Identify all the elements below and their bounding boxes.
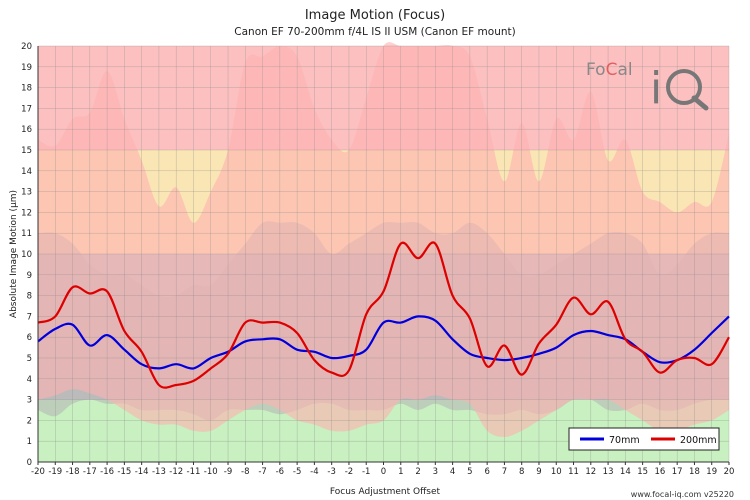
y-tick-label: 12	[21, 208, 32, 218]
logo-q-ring	[666, 69, 702, 105]
x-tick-label: 13	[603, 467, 614, 477]
x-tick-label: -7	[258, 467, 266, 477]
x-tick-label: 19	[706, 467, 717, 477]
y-tick-label: 15	[21, 146, 32, 156]
y-tick-label: 14	[21, 167, 32, 177]
x-tick-label: 10	[551, 467, 562, 477]
logo-q-tail	[691, 95, 709, 111]
footer-credit: www.focal-iq.com v25220	[631, 490, 734, 499]
y-tick-label: 18	[21, 84, 32, 94]
y-tick-label: 4	[27, 375, 32, 385]
x-tick-label: -1	[362, 467, 370, 477]
chart-subtitle: Canon EF 70-200mm f/4L IS II USM (Canon …	[234, 26, 515, 38]
x-tick-label: 1	[398, 467, 403, 477]
axes: -20 -19 -18 -17 -16 -15 -14 -13 -12 -11 -10 -9 -8 -7-…	[21, 42, 734, 477]
y-tick-label: 1	[27, 437, 32, 447]
x-tick-label: -19	[48, 467, 62, 477]
x-tick-label: -2	[345, 467, 353, 477]
x-axis-label: Focus Adjustment Offset	[330, 487, 441, 497]
legend-box	[568, 427, 720, 451]
x-tick-label: -10	[204, 467, 218, 477]
y-tick-label: 5	[27, 354, 32, 364]
y-tick-label: 10	[21, 250, 32, 260]
x-tick-label: 2	[415, 467, 420, 477]
x-tick-label: 18	[689, 467, 700, 477]
focal-iq-logo: FoCal i	[586, 60, 709, 114]
x-tick-label: -18	[66, 467, 80, 477]
legend-label-200mm: 200mm	[680, 435, 717, 446]
x-tick-label: 17	[672, 467, 683, 477]
y-tick-label: 8	[27, 292, 32, 302]
x-tick-label: -9	[224, 467, 232, 477]
series-line-200mm	[37, 241, 730, 389]
y-tick-label: 19	[21, 63, 32, 73]
x-tick-label: -13	[152, 467, 166, 477]
legend: 70mm 200mm	[568, 427, 720, 451]
x-tick-label: -6	[276, 467, 284, 477]
x-tick-label: 5	[467, 467, 472, 477]
x-tick-label: 14	[620, 467, 631, 477]
x-tick-label: -4	[310, 467, 318, 477]
x-tick-label: -20	[31, 467, 45, 477]
series-line-70mm	[37, 315, 730, 370]
x-tick-label: 7	[502, 467, 507, 477]
y-tick-label: 13	[21, 188, 32, 198]
x-tick-label: 12	[585, 467, 596, 477]
grid-lines	[37, 45, 730, 463]
x-tick-label: -14	[135, 467, 149, 477]
x-tick-label: 8	[519, 467, 524, 477]
y-axis-label: Absolute Image Motion (µm)	[9, 190, 19, 318]
x-tick-label: -16	[100, 467, 114, 477]
y-tick-label: 16	[21, 125, 32, 135]
x-tick-label: 11	[568, 467, 579, 477]
x-tick-label: 0	[381, 467, 386, 477]
y-tick-label: 9	[27, 271, 32, 281]
y-tick-label: 6	[27, 333, 32, 343]
y-tick-label: 11	[21, 229, 32, 239]
y-tick-label: 20	[21, 42, 32, 52]
x-tick-label: -5	[293, 467, 301, 477]
x-tick-label: -17	[83, 467, 97, 477]
y-tick-label: 17	[21, 104, 32, 114]
y-tick-label: 3	[27, 396, 32, 406]
legend-label-70mm: 70mm	[609, 435, 640, 446]
series-lines	[37, 241, 730, 389]
x-tick-label: -12	[169, 467, 183, 477]
x-tick-label: -15	[117, 467, 131, 477]
y-tick-label: 7	[27, 312, 32, 322]
x-tick-label: 4	[450, 467, 455, 477]
chart-title: Image Motion (Focus)	[305, 8, 445, 23]
x-tick-label: 16	[654, 467, 665, 477]
x-tick-label: 9	[536, 467, 541, 477]
x-tick-label: -3	[327, 467, 335, 477]
x-tick-label: 3	[433, 467, 438, 477]
logo-i-letter: i	[650, 63, 662, 114]
x-tick-label: 6	[484, 467, 489, 477]
y-tick-label: 0	[27, 458, 32, 468]
y-tick-label: 2	[27, 416, 32, 426]
x-tick-label: -11	[187, 467, 201, 477]
x-tick-label: 15	[637, 467, 648, 477]
x-tick-label: 20	[724, 467, 735, 477]
logo-wordmark: FoCal	[586, 60, 633, 80]
x-tick-label: -8	[241, 467, 249, 477]
